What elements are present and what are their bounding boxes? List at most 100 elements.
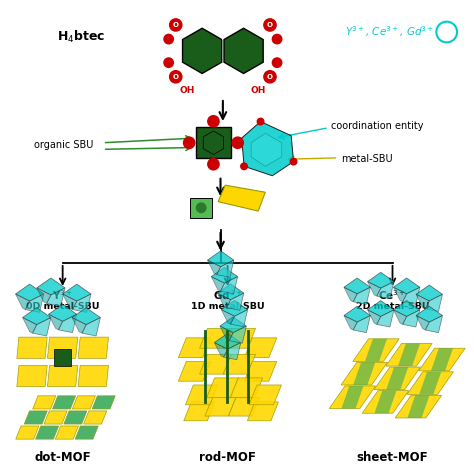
Polygon shape	[58, 314, 77, 333]
FancyBboxPatch shape	[54, 349, 71, 365]
Polygon shape	[393, 287, 407, 302]
Polygon shape	[16, 294, 30, 310]
Polygon shape	[184, 402, 215, 421]
Circle shape	[232, 137, 243, 148]
Polygon shape	[344, 306, 370, 322]
Polygon shape	[242, 121, 293, 176]
Polygon shape	[178, 361, 211, 381]
Polygon shape	[92, 396, 115, 409]
Polygon shape	[386, 367, 408, 390]
Polygon shape	[78, 337, 109, 358]
Polygon shape	[220, 326, 233, 341]
Polygon shape	[36, 288, 51, 303]
Polygon shape	[24, 411, 47, 424]
Polygon shape	[211, 267, 237, 283]
Polygon shape	[353, 316, 370, 333]
FancyBboxPatch shape	[190, 198, 212, 218]
Polygon shape	[416, 316, 429, 330]
Polygon shape	[353, 362, 375, 385]
Polygon shape	[224, 343, 241, 360]
Polygon shape	[63, 284, 91, 301]
Polygon shape	[200, 355, 232, 374]
Circle shape	[197, 203, 206, 212]
Polygon shape	[344, 278, 370, 294]
Polygon shape	[416, 306, 442, 322]
Polygon shape	[83, 411, 107, 424]
Polygon shape	[36, 278, 65, 295]
Polygon shape	[229, 326, 246, 343]
Polygon shape	[425, 294, 442, 311]
Text: 0D metal-SBU: 0D metal-SBU	[26, 302, 100, 311]
Polygon shape	[367, 282, 381, 296]
Polygon shape	[44, 411, 67, 424]
Polygon shape	[48, 314, 63, 330]
Polygon shape	[182, 28, 222, 73]
Polygon shape	[72, 308, 100, 325]
Circle shape	[170, 71, 182, 83]
Polygon shape	[247, 402, 278, 421]
Polygon shape	[367, 301, 394, 317]
Text: Gd$^{3+}$: Gd$^{3+}$	[213, 288, 242, 302]
Text: metal-SBU: metal-SBU	[341, 154, 392, 164]
Polygon shape	[224, 28, 263, 73]
Text: Ce$^{3+}$: Ce$^{3+}$	[378, 288, 407, 302]
Polygon shape	[200, 328, 232, 348]
Polygon shape	[353, 287, 370, 304]
Text: 1D metal-SBU: 1D metal-SBU	[191, 302, 264, 311]
Polygon shape	[221, 301, 247, 316]
Circle shape	[208, 116, 219, 127]
Polygon shape	[245, 361, 277, 381]
Polygon shape	[230, 310, 247, 327]
Polygon shape	[386, 344, 432, 366]
Polygon shape	[218, 293, 230, 308]
Circle shape	[241, 163, 247, 170]
Polygon shape	[251, 133, 282, 166]
Polygon shape	[223, 328, 255, 348]
Polygon shape	[218, 284, 244, 300]
Polygon shape	[220, 277, 237, 294]
Polygon shape	[55, 426, 79, 439]
Circle shape	[273, 35, 282, 44]
Text: Y$^{3+}$, Ce$^{3+}$, Gd$^{3+}$: Y$^{3+}$, Ce$^{3+}$, Gd$^{3+}$	[346, 25, 435, 39]
Polygon shape	[82, 318, 100, 336]
Polygon shape	[419, 372, 441, 394]
Polygon shape	[53, 396, 76, 409]
Polygon shape	[63, 294, 77, 310]
Polygon shape	[374, 367, 420, 390]
Text: sheet-MOF: sheet-MOF	[357, 451, 428, 464]
Polygon shape	[249, 385, 282, 405]
Circle shape	[264, 19, 276, 31]
Polygon shape	[395, 395, 442, 418]
Polygon shape	[431, 348, 453, 371]
Polygon shape	[416, 294, 429, 309]
Polygon shape	[393, 278, 420, 294]
Polygon shape	[245, 338, 277, 357]
Polygon shape	[228, 397, 260, 416]
Polygon shape	[377, 310, 394, 327]
Polygon shape	[419, 348, 465, 371]
Text: 2D metal-SBU: 2D metal-SBU	[356, 302, 429, 311]
Text: O: O	[267, 74, 273, 80]
Polygon shape	[407, 395, 429, 418]
Polygon shape	[403, 310, 420, 327]
Text: O: O	[267, 22, 273, 28]
Polygon shape	[17, 337, 47, 358]
Polygon shape	[23, 308, 51, 325]
Text: OH: OH	[180, 86, 195, 95]
Circle shape	[164, 35, 173, 44]
Polygon shape	[344, 316, 357, 330]
Circle shape	[257, 118, 264, 125]
Polygon shape	[185, 385, 218, 405]
Polygon shape	[26, 294, 44, 312]
Polygon shape	[367, 310, 381, 324]
Circle shape	[264, 71, 276, 83]
Polygon shape	[64, 411, 87, 424]
Polygon shape	[227, 293, 244, 310]
Circle shape	[273, 58, 282, 67]
Polygon shape	[75, 426, 98, 439]
Text: O: O	[173, 74, 179, 80]
Polygon shape	[72, 318, 86, 333]
Polygon shape	[23, 318, 36, 333]
Circle shape	[183, 137, 195, 148]
Polygon shape	[33, 318, 51, 336]
